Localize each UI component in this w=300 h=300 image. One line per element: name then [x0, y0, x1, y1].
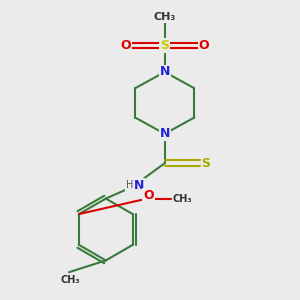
- Text: CH₃: CH₃: [154, 13, 176, 22]
- Text: O: O: [120, 39, 131, 52]
- Text: CH₃: CH₃: [172, 194, 192, 204]
- Text: CH₃: CH₃: [61, 274, 80, 285]
- Text: O: O: [199, 39, 209, 52]
- Text: N: N: [160, 127, 170, 140]
- Text: N: N: [160, 65, 170, 79]
- Text: O: O: [143, 188, 154, 202]
- Text: H: H: [126, 180, 133, 190]
- Text: N: N: [134, 179, 144, 192]
- Text: S: S: [201, 157, 210, 170]
- Text: S: S: [160, 39, 169, 52]
